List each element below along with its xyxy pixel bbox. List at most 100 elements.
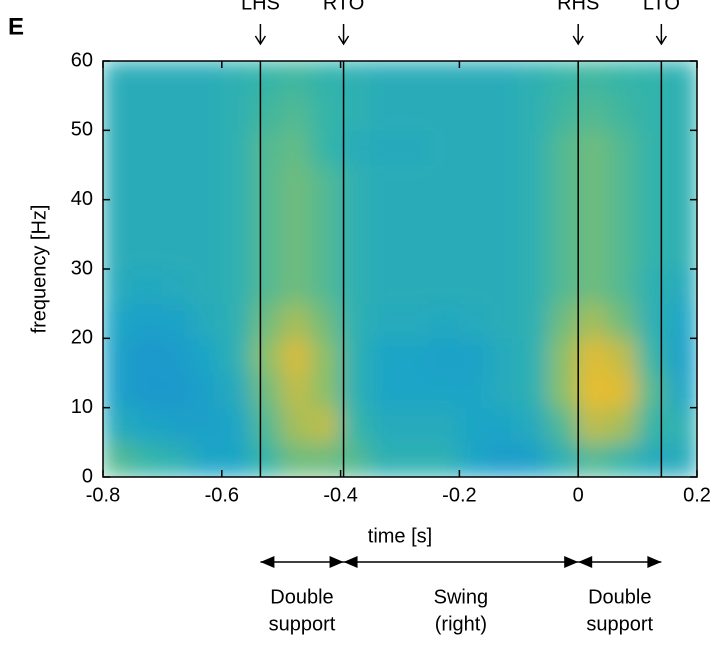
phase-label: support	[586, 613, 653, 635]
heat-cell	[577, 95, 609, 131]
heat-cell	[161, 372, 193, 409]
heat-cell	[103, 337, 134, 374]
heat-cell	[103, 303, 134, 339]
heat-cell	[103, 129, 134, 166]
heat-cell	[429, 303, 460, 339]
heat-cell	[161, 268, 193, 305]
heat-cell	[548, 268, 579, 305]
heat-cell	[518, 61, 549, 97]
heat-cell	[191, 441, 223, 477]
heat-cell	[548, 303, 579, 339]
y-tick-label: 30	[71, 257, 93, 279]
heat-cell	[280, 303, 312, 339]
heat-cell	[251, 129, 282, 166]
heat-cell	[548, 95, 579, 131]
heat-cell	[132, 95, 163, 131]
heat-cell	[637, 199, 668, 235]
heat-cell	[369, 268, 401, 305]
heat-cell	[369, 372, 401, 409]
heat-cell	[191, 303, 223, 339]
heat-cell	[132, 372, 163, 409]
heat-cell	[458, 372, 490, 409]
heat-cell	[548, 337, 579, 374]
heat-cell	[458, 303, 490, 339]
heat-cell	[666, 407, 697, 443]
heat-cell	[132, 129, 163, 166]
heat-cell	[310, 61, 342, 97]
heat-cell	[488, 337, 520, 374]
heat-cell	[429, 337, 460, 374]
heat-cell	[637, 441, 668, 477]
phase-arrow-head	[564, 556, 579, 568]
heat-cell	[191, 233, 223, 270]
heat-cell	[488, 199, 520, 235]
heat-cell	[191, 337, 223, 374]
heat-cell	[399, 372, 431, 409]
heat-cell	[518, 407, 549, 443]
event-label: RHS	[557, 0, 599, 14]
heat-cell	[666, 199, 697, 235]
heat-cell	[637, 337, 668, 374]
x-tick-label: -0.2	[442, 484, 476, 506]
heat-cell	[429, 164, 460, 201]
heat-cell	[518, 199, 549, 235]
heat-cell	[399, 129, 431, 166]
heat-cell	[251, 95, 282, 131]
heat-cell	[103, 164, 134, 201]
event-arrow-head	[337, 35, 350, 46]
heat-cell	[103, 407, 134, 443]
heat-cell	[488, 164, 520, 201]
heat-cell	[518, 372, 549, 409]
heat-cell	[310, 95, 342, 131]
heat-cell	[548, 233, 579, 270]
heat-cell	[251, 372, 282, 409]
heat-cell	[369, 441, 401, 477]
heat-cell	[518, 95, 549, 131]
heat-cell	[458, 164, 490, 201]
heat-cell	[399, 164, 431, 201]
heat-cell	[429, 268, 460, 305]
heat-cell	[191, 268, 223, 305]
heat-cell	[577, 61, 609, 97]
phase-arrow-head	[329, 556, 344, 568]
heat-cell	[458, 199, 490, 235]
heat-cell	[191, 129, 223, 166]
heat-cell	[369, 407, 401, 443]
heat-cell	[280, 372, 312, 409]
heat-cell	[221, 61, 252, 97]
heat-cell	[548, 407, 579, 443]
heat-cell	[369, 303, 401, 339]
heat-cell	[191, 407, 223, 443]
y-tick-label: 20	[71, 327, 93, 349]
heat-cell	[251, 303, 282, 339]
heat-cell	[251, 164, 282, 201]
heat-cell	[577, 129, 609, 166]
heat-cell	[103, 268, 134, 305]
heat-cell	[221, 129, 252, 166]
event-label: RTO	[323, 0, 365, 14]
heat-cell	[103, 233, 134, 270]
heat-cell	[132, 441, 163, 477]
heat-cell	[399, 233, 431, 270]
heat-cell	[340, 337, 371, 374]
heat-cell	[577, 372, 609, 409]
y-axis-label: frequency [Hz]	[28, 205, 50, 334]
heat-cell	[637, 233, 668, 270]
heat-cell	[310, 129, 342, 166]
heat-cell	[251, 233, 282, 270]
heat-cell	[310, 303, 342, 339]
heat-cell	[221, 303, 252, 339]
heat-cell	[518, 164, 549, 201]
heat-cell	[132, 337, 163, 374]
heat-cell	[488, 372, 520, 409]
heat-cell	[161, 61, 193, 97]
heat-cell	[577, 268, 609, 305]
y-tick-label: 60	[71, 49, 93, 71]
heat-cell	[161, 129, 193, 166]
heat-cell	[251, 61, 282, 97]
heat-cell	[191, 164, 223, 201]
heat-cell	[161, 164, 193, 201]
y-tick-label: 50	[71, 119, 93, 141]
heat-cell	[429, 129, 460, 166]
